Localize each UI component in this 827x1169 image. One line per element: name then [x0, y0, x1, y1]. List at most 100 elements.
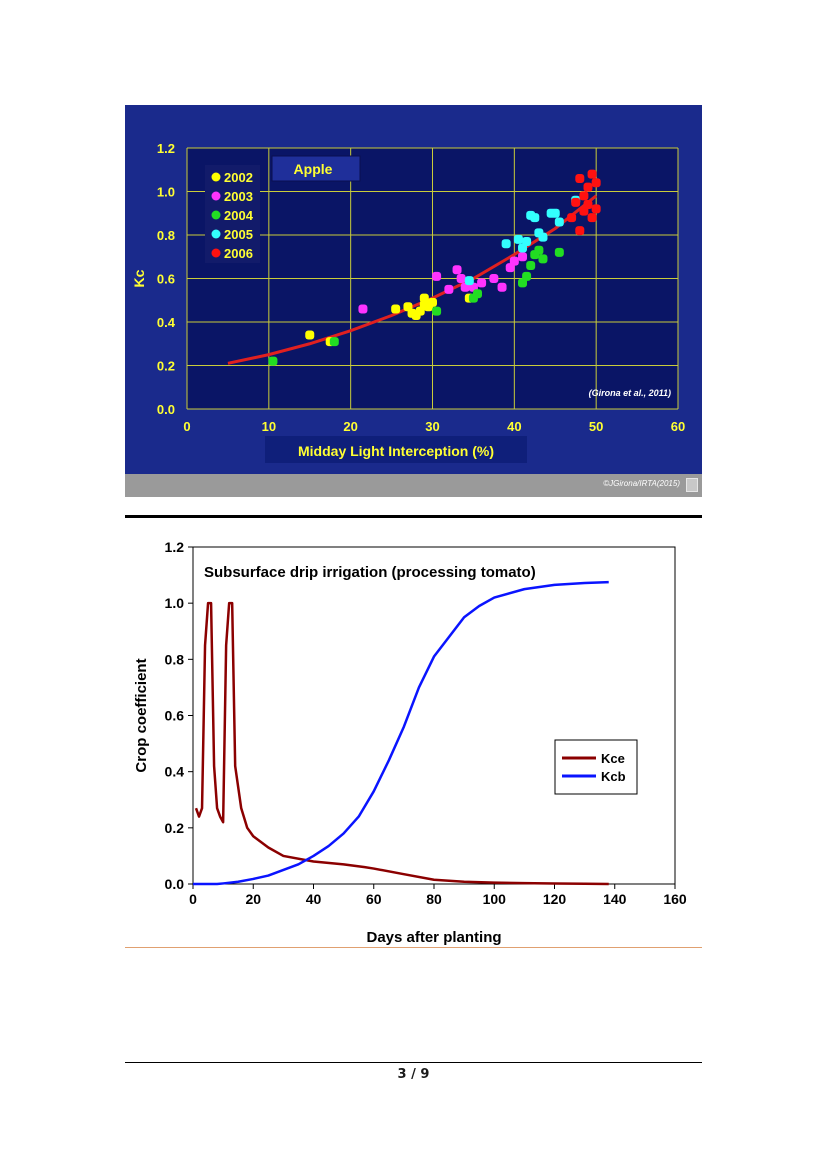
- y-tick-label: 0.2: [157, 359, 175, 374]
- apple-kc-chart-panel: 0 10 20 30 40 50 60 0.0 0.2 0.4 0.6 0.8 1.0 1.2 Kc Midd…: [125, 105, 702, 497]
- data-point-2006: [567, 213, 577, 223]
- x-tick-label: 50: [589, 419, 603, 434]
- apple-kc-chart: 0 10 20 30 40 50 60 0.0 0.2 0.4 0.6 0.8 1.0 1.2 Kc Midd…: [131, 141, 685, 463]
- data-point-2004: [329, 337, 339, 347]
- x-tick-label: 60: [366, 891, 382, 907]
- data-point-2004: [473, 289, 483, 299]
- plot-frame: [192, 546, 676, 885]
- title-box: [271, 155, 361, 182]
- data-point-2006: [591, 178, 601, 188]
- legend-label-Kcb: Kcb: [601, 769, 626, 784]
- data-point-2003: [456, 274, 466, 283]
- legend-label-2002: 2002: [224, 170, 253, 185]
- chart-footer-bar: ©JGirona/IRTA(2015): [125, 474, 702, 497]
- legend-marker-2006: [211, 248, 221, 258]
- y-axis-label: Crop coefficient: [133, 658, 150, 772]
- series-line-Kcb: [193, 580, 609, 886]
- data-point-2004: [554, 247, 564, 257]
- data-point-2006: [579, 191, 589, 201]
- data-point-2003: [477, 278, 487, 288]
- data-point-2002: [428, 297, 437, 307]
- x-tick-label: 40: [507, 419, 521, 434]
- series-line-Kce: [194, 601, 609, 886]
- legend-marker-2002: [211, 172, 221, 182]
- x-tick-label: 20: [343, 419, 357, 434]
- y-tick-label: 0.8: [165, 651, 185, 667]
- x-tick-label: 60: [671, 419, 685, 434]
- legend-marker-2005: [211, 229, 221, 239]
- page-number: 3 / 9: [397, 1067, 430, 1082]
- tomato-crop-coefficient-chart: 0 20 40 60 80 100 120 140 160 0.0 0.2 0.4 0.6 0.8 1.0 1…: [133, 539, 687, 945]
- document-icon: [686, 478, 698, 492]
- x-tick-label: 10: [262, 419, 276, 434]
- x-axis-label: Midday Light Interception (%): [298, 443, 494, 459]
- figure-bottom-rule: [125, 947, 702, 948]
- y-tick-label: 0.0: [165, 876, 185, 892]
- footer-rule: [125, 1062, 702, 1063]
- x-tick-label: 0: [183, 419, 190, 434]
- data-point-2004: [268, 356, 278, 366]
- x-tick-label: 120: [543, 891, 567, 907]
- y-tick-label: 1.2: [157, 141, 175, 156]
- x-tick-label: 100: [483, 891, 507, 907]
- legend-label-2004: 2004: [224, 208, 254, 223]
- data-point-2004: [526, 260, 536, 270]
- legend-label-2003: 2003: [224, 189, 253, 204]
- y-tick-label: 0.6: [165, 708, 185, 724]
- legend-label-Kce: Kce: [601, 751, 625, 766]
- data-point-2005: [530, 213, 540, 223]
- data-point-2004: [534, 245, 544, 255]
- x-tick-label: 140: [603, 891, 627, 907]
- data-point-2004: [432, 306, 442, 316]
- legend-label-2005: 2005: [224, 227, 253, 242]
- data-point-2003: [489, 274, 499, 283]
- data-point-2004: [522, 271, 532, 281]
- legend-marker-2004: [211, 210, 221, 220]
- data-point-2003: [518, 252, 528, 262]
- data-point-2005: [501, 239, 511, 249]
- x-tick-label: 160: [663, 891, 687, 907]
- y-tick-label: 0.6: [157, 272, 175, 287]
- y-tick-label: 0.2: [165, 820, 185, 836]
- x-axis-label-box: [265, 436, 527, 463]
- x-tick-label: 20: [245, 891, 261, 907]
- chart-credit: ©JGirona/IRTA(2015): [603, 479, 680, 488]
- x-tick-label: 30: [425, 419, 439, 434]
- x-tick-label: 80: [426, 891, 442, 907]
- data-point-2005: [464, 276, 474, 286]
- data-point-2005: [550, 208, 560, 218]
- data-point-2006: [591, 204, 601, 214]
- citation-annotation: (Girona et al., 2011): [589, 388, 671, 398]
- x-tick-label: 0: [189, 891, 197, 907]
- y-tick-label: 0.8: [157, 228, 175, 243]
- data-point-2002: [305, 330, 315, 340]
- x-axis-label: Days after planting: [366, 929, 501, 945]
- data-point-2006: [587, 169, 597, 179]
- data-point-2006: [587, 213, 597, 223]
- data-point-2005: [513, 234, 523, 244]
- data-point-2005: [522, 237, 532, 247]
- data-point-2004: [538, 254, 548, 264]
- data-point-2006: [575, 173, 585, 183]
- y-tick-label: 0.4: [165, 764, 185, 780]
- data-point-2006: [583, 182, 593, 192]
- chart-title: Apple: [294, 161, 333, 177]
- y-axis-label: Kc: [131, 269, 147, 287]
- data-point-2003: [497, 282, 507, 292]
- data-point-2006: [583, 200, 593, 210]
- data-point-2006: [571, 197, 581, 207]
- data-point-2003: [432, 271, 442, 281]
- data-point-2003: [444, 284, 454, 294]
- x-tick-label: 40: [306, 891, 322, 907]
- data-point-2005: [538, 232, 548, 242]
- data-point-2003: [358, 304, 368, 314]
- y-tick-label: 0.4: [157, 315, 176, 330]
- legend-box: [554, 739, 638, 795]
- section-separator: [125, 515, 702, 518]
- data-point-2005: [554, 217, 564, 227]
- legend-label-2006: 2006: [224, 246, 253, 261]
- data-point-2006: [575, 226, 585, 236]
- data-point-2003: [452, 265, 462, 275]
- y-tick-label: 1.0: [165, 595, 185, 611]
- y-tick-label: 1.0: [157, 185, 175, 200]
